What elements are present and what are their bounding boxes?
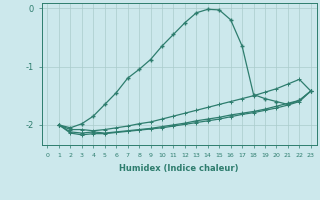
X-axis label: Humidex (Indice chaleur): Humidex (Indice chaleur)	[119, 164, 239, 173]
